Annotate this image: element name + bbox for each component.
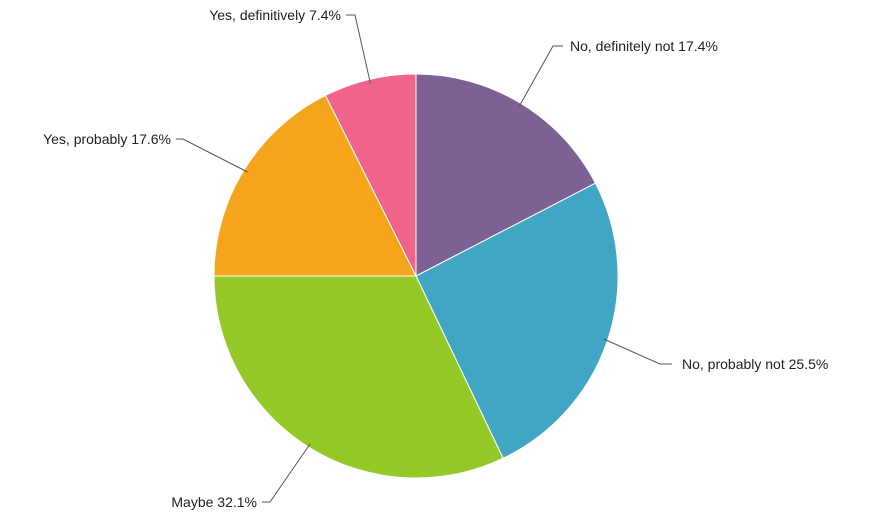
pie-slices [213,73,619,479]
leader-line-no-probably-not [603,338,672,365]
slice-label-yes-probably: Yes, probably 17.6% [43,131,171,147]
slice-label-no-definitely-not: No, definitely not 17.4% [570,38,718,54]
leader-line-yes-probably [176,138,248,173]
slice-label-maybe: Maybe 32.1% [171,494,257,510]
leader-line-no-definitely-not [518,45,563,108]
slice-label-no-probably-not: No, probably not 25.5% [682,356,828,372]
leader-line-yes-definitively [346,14,371,84]
slice-labels: No, definitely not 17.4% No, probably not… [43,7,828,510]
leader-line-maybe [262,443,311,503]
leader-lines [176,14,672,503]
slice-label-yes-definitively: Yes, definitively 7.4% [209,7,341,23]
